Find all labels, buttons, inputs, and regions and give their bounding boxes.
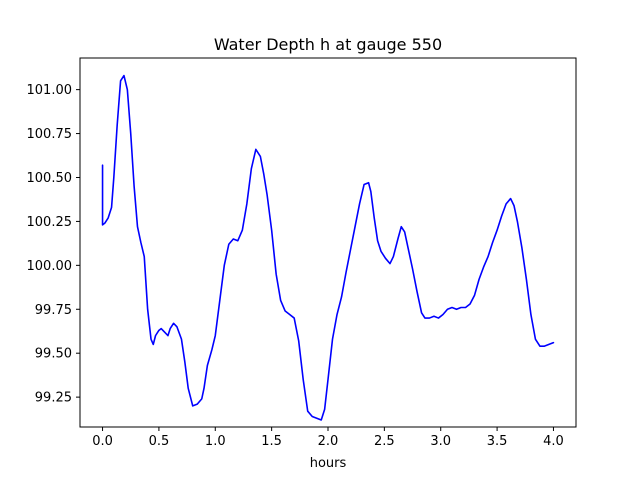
y-tick-label: 100.50 xyxy=(27,171,73,186)
y-tick-label: 100.75 xyxy=(27,127,73,142)
y-tick-label: 100.00 xyxy=(27,259,73,274)
x-tick-label: 2.0 xyxy=(318,434,339,449)
y-tick-label: 101.00 xyxy=(27,83,73,98)
x-tick-label: 0.5 xyxy=(149,434,170,449)
chart-title: Water Depth h at gauge 550 xyxy=(214,35,442,54)
plot-area: 0.0 0.5 1.0 1.5 2.0 2.5 3.0 3.5 4.0 99.25 99.50 99.… xyxy=(27,57,577,449)
x-tick-label: 1.5 xyxy=(261,434,282,449)
x-tick-label: 0.0 xyxy=(92,434,113,449)
x-tick-label: 3.0 xyxy=(430,434,451,449)
y-tick-label: 99.50 xyxy=(35,347,72,362)
x-tick-label: 4.0 xyxy=(543,434,564,449)
x-tick-label: 2.5 xyxy=(374,434,395,449)
y-tick-label: 100.25 xyxy=(27,215,73,230)
y-tick-label: 99.25 xyxy=(35,391,72,406)
x-tick-label: 1.0 xyxy=(205,434,226,449)
series-line-0 xyxy=(101,74,555,421)
x-axis-label: hours xyxy=(310,456,347,471)
x-tick-label: 3.5 xyxy=(487,434,508,449)
y-tick-label: 99.75 xyxy=(35,303,72,318)
